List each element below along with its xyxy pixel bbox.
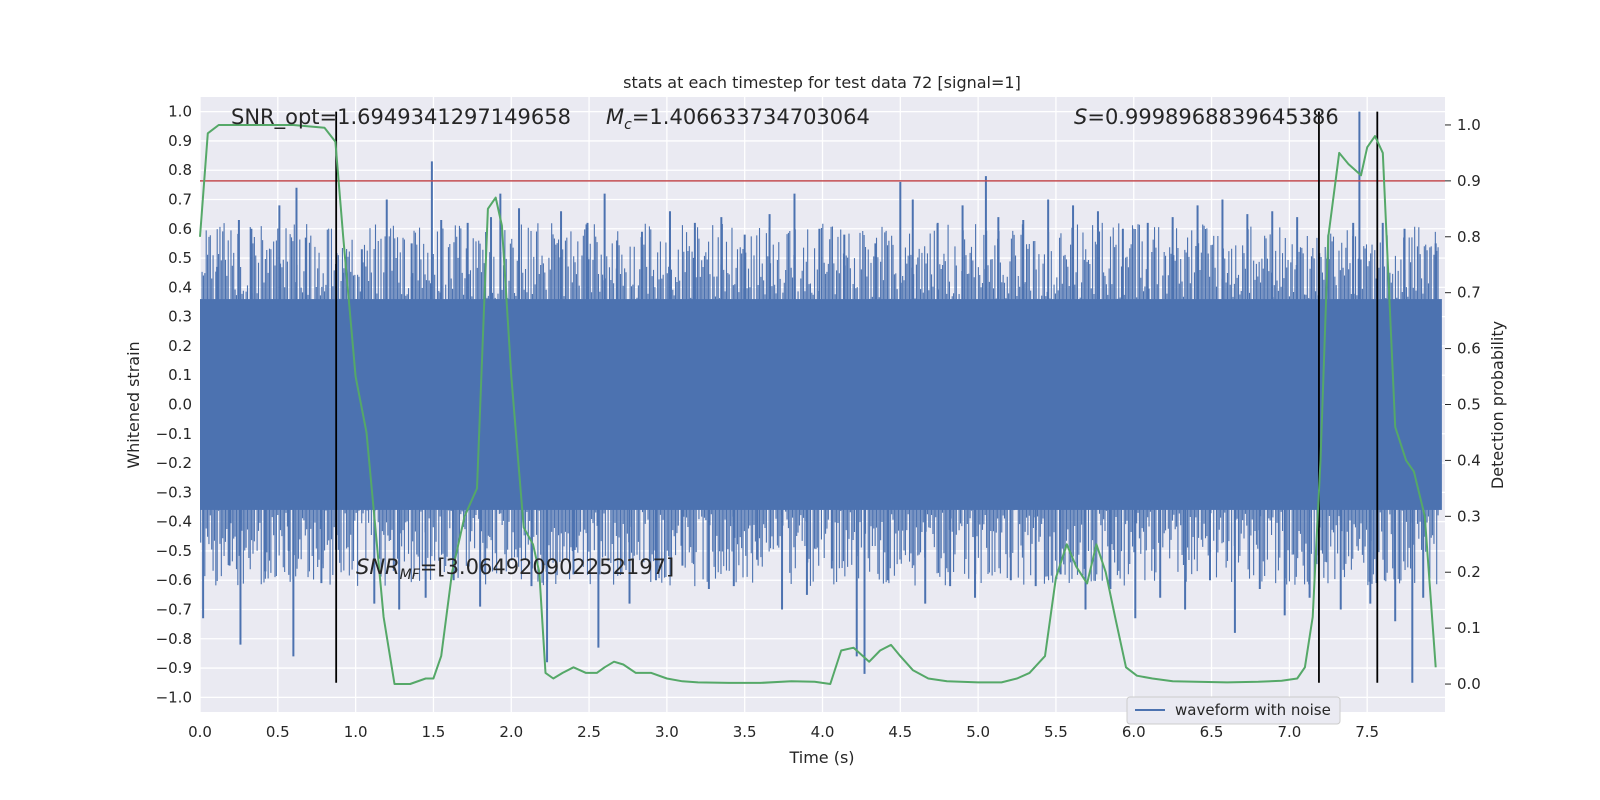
y-right-tick-label: 0.6 [1457, 340, 1481, 358]
y-left-tick-label: 0.9 [168, 132, 192, 150]
legend: waveform with noise [1126, 696, 1341, 725]
snr-opt-annotation: SNR_opt=1.6949341297149658 [231, 105, 571, 130]
x-tick-label: 0.5 [266, 723, 290, 741]
y-right-tick-label: 0.1 [1457, 619, 1481, 637]
y-left-tick-label: −0.8 [156, 630, 192, 648]
y-left-tick-label: 0.3 [168, 308, 192, 326]
x-tick-label: 6.0 [1122, 723, 1146, 741]
chirp-mass-symbol: M [606, 105, 624, 129]
x-tick-label: 6.5 [1200, 723, 1224, 741]
y-right-tick-label: 0.3 [1457, 507, 1481, 525]
y-right-tick-label: 0.4 [1457, 451, 1481, 469]
y-left-tick-label: 0.1 [168, 366, 192, 384]
y-right-tick-label: 0.0 [1457, 675, 1481, 693]
y-right-tick-label: 0.5 [1457, 396, 1481, 414]
snr-mf-annotation: SNRMF=[3.064920902252197] [356, 555, 674, 583]
x-tick-label: 7.0 [1277, 723, 1301, 741]
x-tick-label: 3.0 [655, 723, 679, 741]
y-left-tick-label: −0.6 [156, 571, 192, 589]
y-left-tick-label: 0.2 [168, 337, 192, 355]
y-left-tick-label: −0.7 [156, 601, 192, 619]
x-axis-label: Time (s) [788, 748, 854, 767]
x-tick-label: 2.5 [577, 723, 601, 741]
y-right-tick-label: 0.9 [1457, 172, 1481, 190]
y-axis-label-right: Detection probability [1488, 321, 1507, 489]
y-left-tick-label: −0.2 [156, 454, 192, 472]
snr-mf-value: =[3.064920902252197] [420, 555, 674, 579]
y-left-tick-label: −0.4 [156, 513, 192, 531]
chirp-mass-value: =1.406633734703064 [632, 105, 870, 129]
x-tick-label: 1.0 [344, 723, 368, 741]
chart-title: stats at each timestep for test data 72 … [623, 73, 1021, 92]
y-left-tick-label: −0.9 [156, 659, 192, 677]
y-right-tick-label: 0.8 [1457, 228, 1481, 246]
y-left-tick-label: 0.4 [168, 278, 192, 296]
y-left-tick-label: 0.8 [168, 161, 192, 179]
chirp-mass-annotation: Mc=1.406633734703064 [606, 105, 870, 133]
chirp-mass-subscript: c [624, 117, 632, 133]
x-tick-label: 2.0 [499, 723, 523, 741]
y-left-tick-label: −1.0 [156, 688, 192, 706]
y-left-tick-label: 0.0 [168, 396, 192, 414]
event-markers [335, 111, 1379, 683]
y-axis-label-left: Whitened strain [124, 341, 143, 468]
x-tick-label: 0.0 [188, 723, 212, 741]
x-tick-label: 5.5 [1044, 723, 1068, 741]
waveform-series [200, 111, 1442, 683]
y-left-tick-label: 0.5 [168, 249, 192, 267]
y-left-tick-label: −0.3 [156, 483, 192, 501]
x-ticks: 0.0 0.5 1.0 1.5 2.0 2.5 3.0 3.5 4.0 4.5 5.0 5.5 6.0 6… [188, 723, 1379, 741]
x-tick-label: 1.5 [422, 723, 446, 741]
legend-box [1126, 696, 1341, 725]
y-left-tick-label: 1.0 [168, 103, 192, 121]
y-left-tick-label: −0.1 [156, 425, 192, 443]
x-tick-label: 4.5 [888, 723, 912, 741]
y-right-tick-label: 0.7 [1457, 284, 1481, 302]
y-left-tick-label: 0.6 [168, 220, 192, 238]
y-left-tick-label: 0.7 [168, 191, 192, 209]
y-left-ticks: 1.0 0.9 0.8 0.7 0.6 0.5 0.4 0.3 0.2 0.1 0.0 −0.1 −0.… [156, 103, 192, 707]
x-tick-label: 5.0 [966, 723, 990, 741]
y-left-tick-label: −0.5 [156, 542, 192, 560]
snr-mf-symbol: SNR [356, 555, 400, 579]
y-right-tick-label: 0.2 [1457, 563, 1481, 581]
detection-probability-line [199, 124, 1437, 685]
x-tick-label: 7.5 [1355, 723, 1379, 741]
s-annotation: S=0.9998968839645386 [1074, 105, 1339, 129]
legend-label: waveform with noise [1175, 701, 1331, 719]
x-tick-label: 3.5 [733, 723, 757, 741]
s-value: =0.9998968839645386 [1087, 105, 1338, 129]
s-symbol: S [1074, 105, 1087, 129]
detection-probability-series [199, 124, 1437, 685]
snr-mf-subscript: MF [400, 567, 421, 583]
y-right-tick-label: 1.0 [1457, 116, 1481, 134]
y-right-ticks: 1.0 0.9 0.8 0.7 0.6 0.5 0.4 0.3 0.2 0.1 0.0 [1445, 116, 1481, 693]
x-tick-label: 4.0 [811, 723, 835, 741]
